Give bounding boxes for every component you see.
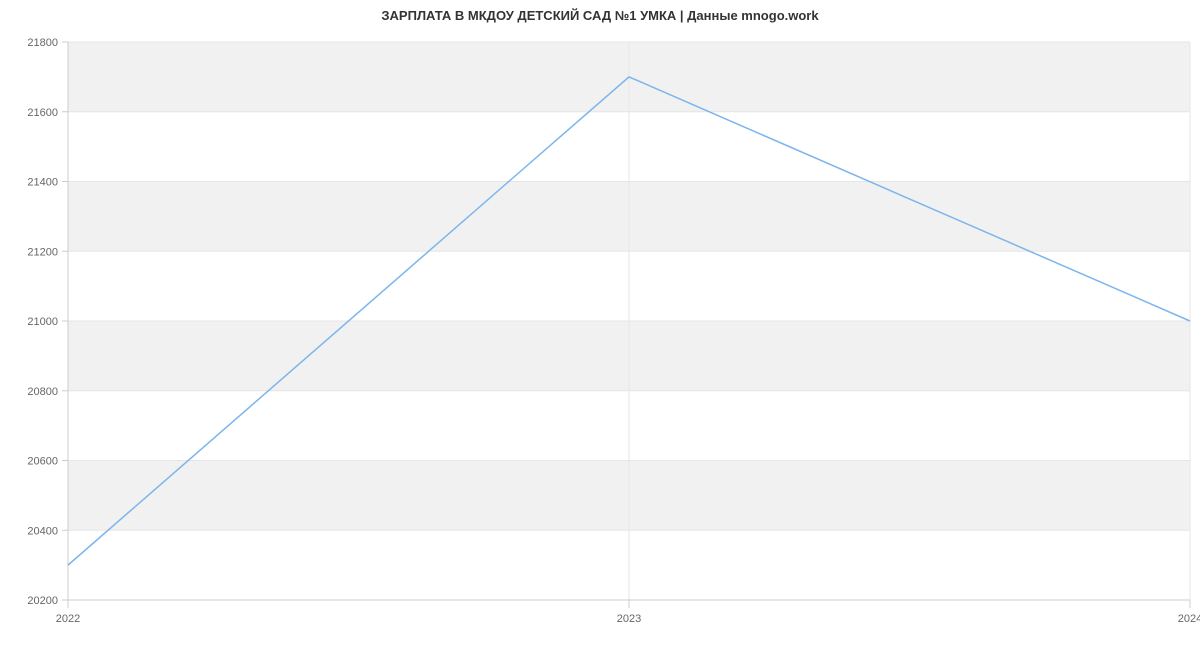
y-tick-label: 20200 bbox=[27, 595, 58, 607]
chart-svg: 20200 20400 20600 20800 21000 21200 21400 21600… bbox=[0, 0, 1200, 650]
y-tick-label: 21200 bbox=[27, 246, 58, 258]
y-tick-label: 20600 bbox=[27, 456, 58, 468]
y-tick-label: 21600 bbox=[27, 107, 58, 119]
y-tick-label: 21400 bbox=[27, 177, 58, 189]
y-tick-label: 20800 bbox=[27, 386, 58, 398]
y-tick-label: 21800 bbox=[27, 37, 58, 49]
x-tick-label: 2022 bbox=[56, 613, 80, 625]
y-tick-label: 21000 bbox=[27, 316, 58, 328]
x-tick-label: 2023 bbox=[617, 613, 641, 625]
chart-title: ЗАРПЛАТА В МКДОУ ДЕТСКИЙ САД №1 УМКА | Д… bbox=[0, 8, 1200, 23]
x-tick-label: 2024 bbox=[1178, 613, 1200, 625]
y-tick-label: 20400 bbox=[27, 525, 58, 537]
salary-chart: ЗАРПЛАТА В МКДОУ ДЕТСКИЙ САД №1 УМКА | Д… bbox=[0, 0, 1200, 650]
